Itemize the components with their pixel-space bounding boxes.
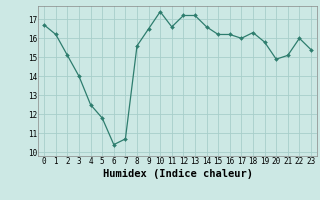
X-axis label: Humidex (Indice chaleur): Humidex (Indice chaleur) xyxy=(103,169,252,179)
